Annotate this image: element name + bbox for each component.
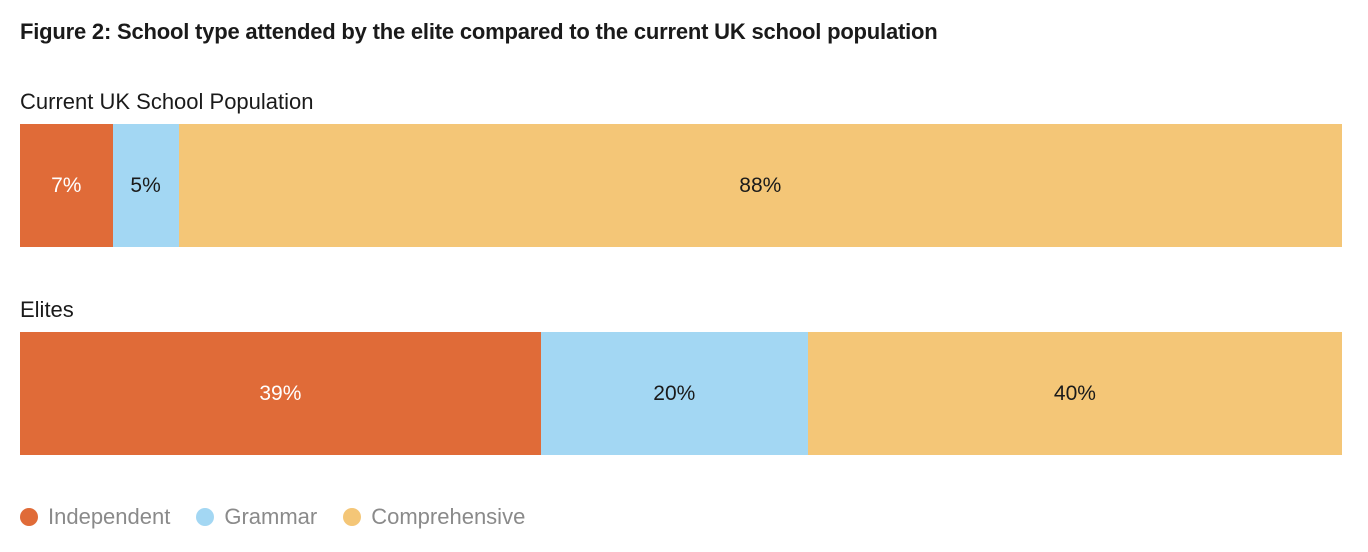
stacked-bar-current-uk-school-population: 7% 5% 88%	[20, 124, 1342, 247]
bar-segment-grammar-elites: 20%	[540, 332, 808, 455]
bar-segment-comprehensive-current-uk-school-population: 88%	[178, 124, 1342, 247]
legend-marker-independent	[20, 508, 38, 526]
legend-item-grammar: Grammar	[196, 504, 317, 530]
data-label-independent-elites: 39%	[259, 381, 302, 405]
data-label-comprehensive-elites: 40%	[1053, 381, 1096, 405]
legend-item-independent: Independent	[20, 504, 170, 530]
bar-segment-grammar-current-uk-school-population: 5%	[112, 124, 179, 247]
chart-title: Figure 2: School type attended by the el…	[20, 19, 938, 44]
legend-item-comprehensive: Comprehensive	[343, 504, 525, 530]
data-label-grammar-current-uk-school-population: 5%	[130, 173, 161, 197]
bar-segment-independent-elites: 39%	[20, 332, 541, 455]
data-label-independent-current-uk-school-population: 7%	[51, 173, 82, 197]
category-label-current-uk-school-population: Current UK School Population	[20, 89, 314, 114]
legend-label-independent: Independent	[48, 504, 171, 529]
legend-label-grammar: Grammar	[224, 504, 318, 529]
legend-marker-grammar	[196, 508, 215, 526]
stacked-bar-elites: 39% 20% 40%	[20, 332, 1342, 455]
legend-label-comprehensive: Comprehensive	[371, 504, 526, 529]
category-label-elites: Elites	[20, 297, 74, 322]
bar-segment-comprehensive-elites: 40%	[807, 332, 1342, 455]
legend: Independent Grammar Comprehensive	[20, 504, 551, 530]
bar-segment-independent-current-uk-school-population: 7%	[20, 124, 113, 247]
data-label-comprehensive-current-uk-school-population: 88%	[739, 173, 782, 197]
data-label-grammar-elites: 20%	[653, 381, 696, 405]
legend-marker-comprehensive	[343, 508, 362, 526]
